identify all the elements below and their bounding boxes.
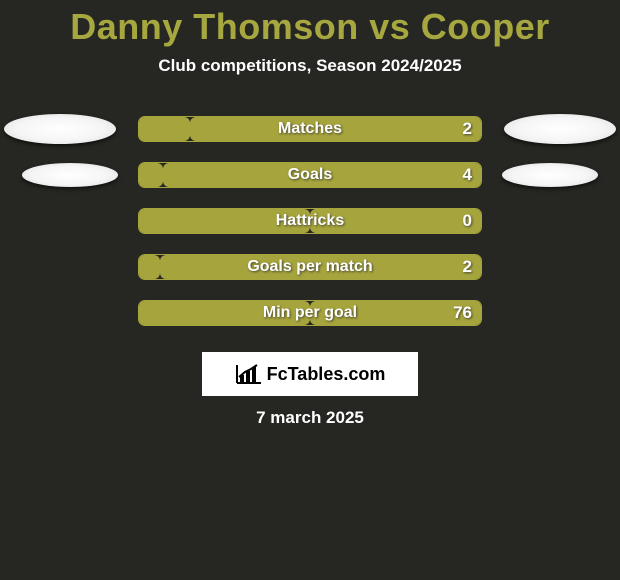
bar-track — [138, 116, 482, 142]
stat-row: Matches2 — [0, 106, 620, 152]
bar-track — [138, 208, 482, 234]
bar-fill-right — [160, 255, 481, 279]
date-text: 7 march 2025 — [0, 408, 620, 428]
stat-value-right: 76 — [453, 300, 472, 326]
right-oval — [502, 163, 598, 187]
bar-fill-right — [163, 163, 481, 187]
left-oval — [4, 114, 116, 144]
subtitle: Club competitions, Season 2024/2025 — [0, 56, 620, 76]
stat-value-right: 4 — [463, 162, 472, 188]
stat-value-right: 0 — [463, 208, 472, 234]
bar-track — [138, 300, 482, 326]
left-oval — [22, 163, 118, 187]
bar-track — [138, 254, 482, 280]
right-oval — [504, 114, 616, 144]
brand-chart-icon — [235, 363, 263, 385]
bar-fill-right — [310, 209, 481, 233]
bar-track — [138, 162, 482, 188]
player1-name: Danny Thomson — [70, 6, 359, 47]
brand-text: FcTables.com — [267, 364, 386, 385]
stat-value-right: 2 — [463, 116, 472, 142]
stat-row: Hattricks0 — [0, 198, 620, 244]
bar-fill-left — [139, 301, 310, 325]
vs-text: vs — [369, 6, 410, 47]
comparison-infographic: Danny Thomson vs Cooper Club competition… — [0, 0, 620, 580]
stat-row: Goals per match2 — [0, 244, 620, 290]
bar-fill-left — [139, 117, 190, 141]
stat-value-right: 2 — [463, 254, 472, 280]
bar-fill-left — [139, 209, 310, 233]
brand-box: FcTables.com — [202, 352, 418, 396]
page-title: Danny Thomson vs Cooper — [0, 0, 620, 48]
stat-row: Min per goal76 — [0, 290, 620, 336]
stats-rows: Matches2Goals4Hattricks0Goals per match2… — [0, 106, 620, 336]
bar-fill-right — [190, 117, 481, 141]
bar-fill-left — [139, 255, 160, 279]
bar-fill-left — [139, 163, 163, 187]
stat-row: Goals4 — [0, 152, 620, 198]
player2-name: Cooper — [421, 6, 550, 47]
